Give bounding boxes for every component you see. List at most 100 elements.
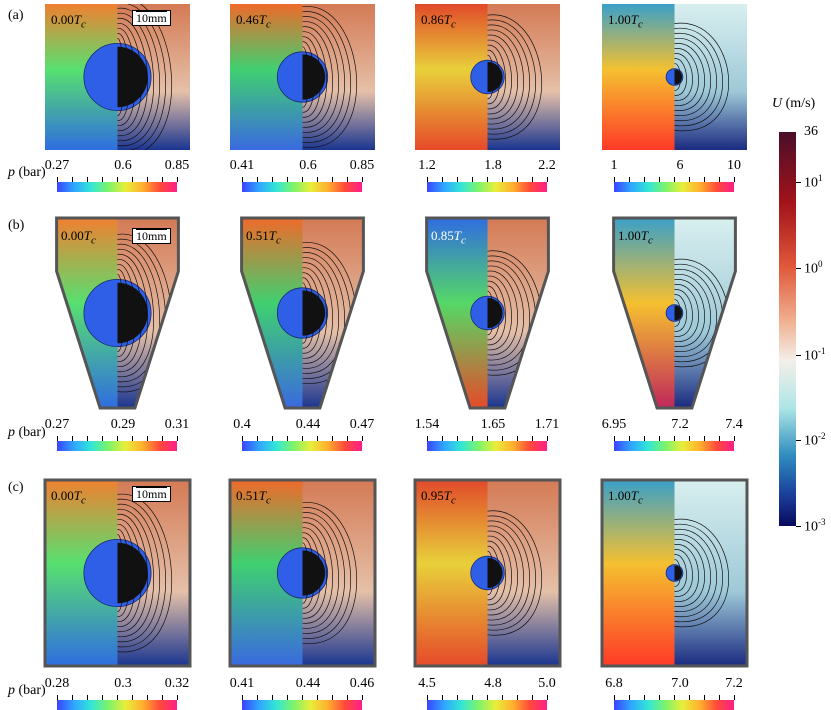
pressure-colorbar-row0-col0: 0.27 0.6 0.85	[45, 158, 189, 192]
pressure-colorbar-row2-col2: 4.5 4.8 5.0	[418, 676, 556, 710]
colorbar-tick-label: 0.44	[295, 417, 321, 432]
colorbar-tick	[287, 177, 288, 182]
colorbar-tick	[689, 695, 690, 700]
colorbar-gradient	[57, 441, 177, 451]
colorbar-gradient	[427, 182, 547, 192]
colorbar-tick	[332, 695, 333, 700]
pressure-colorbar-row0-col3: 1 6 10	[611, 158, 741, 192]
pressure-colorbar-row1-col3: 6.95 7.2 7.4	[602, 417, 743, 451]
row-label-b: (b)	[8, 218, 25, 233]
pressure-colorbar-row1-col0: 0.27 0.29 0.31	[45, 417, 189, 451]
colorbar-tick	[162, 695, 163, 700]
colorbar-tick	[347, 436, 348, 441]
colorbar-tick	[162, 436, 163, 441]
colorbar-tick	[117, 177, 118, 182]
colorbar-tick	[442, 695, 443, 700]
colorbar-tick	[704, 436, 705, 441]
colorbar-tick	[57, 695, 58, 700]
colorbar-tick	[427, 436, 428, 441]
colorbar-tick-label: 1.65	[480, 417, 506, 432]
colorbar-tick	[147, 436, 148, 441]
colorbar-tick	[362, 695, 363, 700]
colorbar-tick	[242, 177, 243, 182]
panel-row2-col1: 0.51Tc	[228, 478, 377, 668]
colorbar-tick-label: 0.44	[295, 676, 321, 691]
velocity-tick-label: 10-2	[804, 431, 826, 449]
colorbar-tick	[689, 177, 690, 182]
field-plot-row0-col0	[45, 4, 190, 150]
colorbar-tick	[287, 695, 288, 700]
colorbar-tick-label: 0.85	[164, 158, 190, 173]
colorbar-tick	[132, 177, 133, 182]
colorbar-tick-label: 1.54	[414, 417, 440, 432]
colorbar-tick	[347, 177, 348, 182]
pressure-colorbar-row1-col1: 0.4 0.44 0.47	[233, 417, 374, 451]
colorbar-tick-label: 0.31	[164, 417, 190, 432]
colorbar-tick	[734, 695, 735, 700]
time-label-row0-col1: 0.46Tc	[236, 12, 271, 31]
colorbar-tick	[517, 177, 518, 182]
colorbar-gradient	[614, 700, 734, 710]
colorbar-tick	[457, 436, 458, 441]
colorbar-tick-label: 2.2	[538, 158, 556, 173]
colorbar-tick	[87, 695, 88, 700]
colorbar-tick-label: 0.29	[110, 417, 136, 432]
colorbar-tick	[614, 436, 615, 441]
colorbar-tick	[629, 177, 630, 182]
colorbar-tick	[442, 177, 443, 182]
colorbar-tick-label: 7.2	[725, 676, 743, 691]
colorbar-tick	[87, 177, 88, 182]
colorbar-tick	[317, 177, 318, 182]
pressure-label-row1: p (bar)	[8, 425, 46, 440]
field-plot-row1-col3	[612, 216, 737, 410]
field-plot-row2-col0	[43, 478, 192, 668]
colorbar-tick-label: 7.0	[671, 676, 689, 691]
colorbar-tick	[177, 695, 178, 700]
velocity-tick	[796, 355, 801, 356]
colorbar-tick	[72, 177, 73, 182]
panel-row1-col3: 1.00Tc	[602, 216, 747, 410]
velocity-colorbar	[779, 132, 796, 526]
colorbar-tick	[502, 695, 503, 700]
colorbar-tick	[644, 695, 645, 700]
colorbar-tick	[629, 436, 630, 441]
colorbar-tick	[472, 695, 473, 700]
colorbar-tick-label: 0.27	[44, 158, 70, 173]
colorbar-tick	[629, 695, 630, 700]
colorbar-tick	[472, 177, 473, 182]
colorbar-tick	[719, 695, 720, 700]
scale-bar-row1: 10mm	[132, 228, 171, 244]
colorbar-gradient	[427, 441, 547, 451]
time-label-row0-col0: 0.00Tc	[51, 12, 86, 31]
colorbar-tick	[302, 695, 303, 700]
colorbar-gradient	[614, 182, 734, 192]
colorbar-tick-label: 0.6	[299, 158, 317, 173]
colorbar-gradient	[614, 441, 734, 451]
colorbar-tick-label: 6.95	[601, 417, 627, 432]
colorbar-tick	[487, 695, 488, 700]
colorbar-tick-label: 0.3	[114, 676, 132, 691]
colorbar-tick	[457, 177, 458, 182]
colorbar-tick	[644, 436, 645, 441]
colorbar-tick	[674, 436, 675, 441]
velocity-tick-label: 100	[804, 259, 823, 277]
scale-bar-row0: 10mm	[132, 10, 171, 26]
colorbar-tick	[547, 177, 548, 182]
colorbar-tick-label: 0.41	[229, 158, 255, 173]
colorbar-tick	[719, 177, 720, 182]
colorbar-tick-label: 0.6	[114, 158, 132, 173]
colorbar-tick	[102, 695, 103, 700]
colorbar-tick	[147, 695, 148, 700]
colorbar-gradient	[57, 182, 177, 192]
colorbar-tick-label: 4.5	[418, 676, 436, 691]
colorbar-tick	[257, 695, 258, 700]
row-label-c: (c)	[8, 480, 24, 495]
colorbar-tick-label: 5.0	[538, 676, 556, 691]
colorbar-tick	[332, 177, 333, 182]
colorbar-tick-label: 0.28	[44, 676, 70, 691]
time-label-row0-col3: 1.00Tc	[608, 12, 643, 31]
time-label-row1-col0: 0.00Tc	[61, 228, 96, 247]
colorbar-tick	[317, 436, 318, 441]
colorbar-tick-label: 0.4	[233, 417, 251, 432]
colorbar-tick-label: 0.27	[44, 417, 70, 432]
